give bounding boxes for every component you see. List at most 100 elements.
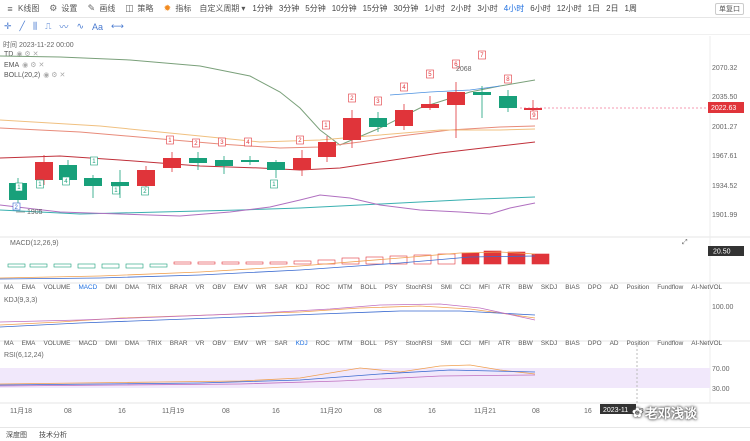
indicator-tab-volume[interactable]: VOLUME	[43, 340, 71, 347]
indicator-tab-mfi[interactable]: MFI	[478, 284, 490, 291]
toolbar-item-settings[interactable]: ⚙ 设置	[43, 0, 81, 17]
rect-icon[interactable]: ⎍	[45, 21, 52, 31]
indicator-tab-sar[interactable]: SAR	[274, 340, 288, 347]
timeframe-12[interactable]: 1日	[587, 4, 601, 13]
indicator-tab-position[interactable]: Position	[626, 284, 650, 291]
tab-technical[interactable]: 技术分析	[39, 431, 67, 439]
indicator-tab-obv[interactable]: OBV	[212, 340, 226, 347]
timeframe-5[interactable]: 30分钟	[393, 4, 419, 13]
indicator-tab-ma[interactable]: MA	[4, 340, 14, 347]
indicator-tab-volume[interactable]: VOLUME	[43, 284, 71, 291]
indicator-tab-ad[interactable]: AD	[609, 284, 619, 291]
indicator-tab-vr[interactable]: VR	[195, 340, 205, 347]
indicator-tab-macd[interactable]: MACD	[78, 340, 98, 347]
ray-icon[interactable]: ╱	[19, 21, 25, 31]
indicator-tab-bias[interactable]: BIAS	[565, 284, 580, 291]
indicator-tab-smi[interactable]: SMI	[440, 340, 452, 347]
timeframe-3[interactable]: 10分钟	[331, 4, 357, 13]
pane-expand-icon[interactable]: ⤢	[682, 239, 688, 246]
indicator-tab-trix[interactable]: TRIX	[147, 284, 162, 291]
indicator-tab-ema[interactable]: EMA	[21, 284, 36, 291]
eye-icon[interactable]: ◉ ⚙ ✕	[43, 72, 66, 79]
indicator-tab-psy[interactable]: PSY	[384, 340, 398, 347]
indicator-tab-ai-netvol[interactable]: AI-NetVOL	[691, 284, 723, 291]
indicator-tab-skdj[interactable]: SKDJ	[540, 284, 558, 291]
ruler-icon[interactable]: ⟷	[111, 21, 124, 31]
indicator-tab-atr[interactable]: ATR	[497, 340, 511, 347]
indicator-tab-mfi[interactable]: MFI	[478, 340, 490, 347]
custom-period-dropdown[interactable]: 自定义周期 ▾	[199, 4, 246, 13]
timeframe-6[interactable]: 1小时	[424, 4, 445, 13]
text-icon[interactable]: Aa	[91, 21, 103, 32]
toolbar-item-indicator[interactable]: ✹ 指标	[157, 0, 195, 17]
timeframe-9[interactable]: 4小时	[503, 4, 525, 13]
indicator-tab-dpo[interactable]: DPO	[587, 284, 602, 291]
indicator-tab-ad[interactable]: AD	[609, 340, 619, 347]
timeframe-4[interactable]: 15分钟	[362, 4, 388, 13]
indicator-tab-fundflow[interactable]: Fundflow	[657, 340, 684, 347]
timeframe-13[interactable]: 2日	[606, 4, 619, 13]
crosshair-icon[interactable]: ✛	[4, 21, 12, 31]
indicator-tab-stochrsi[interactable]: StochRSI	[405, 340, 433, 347]
indicator-tab-trix[interactable]: TRIX	[147, 340, 162, 347]
indicator-tab-boll[interactable]: BOLL	[360, 284, 377, 291]
timeframe-11[interactable]: 12小时	[556, 4, 582, 13]
indicator-tab-wr[interactable]: WR	[255, 284, 267, 291]
indicator-tab-bbw[interactable]: BBW	[518, 284, 533, 291]
indicator-tab-ema[interactable]: EMA	[21, 340, 36, 347]
wave-icon[interactable]: ∿	[76, 21, 84, 31]
indicator-tab-boll[interactable]: BOLL	[360, 340, 377, 347]
indicator-tab-emv[interactable]: EMV	[233, 284, 248, 291]
indicator-tab-dma[interactable]: DMA	[125, 284, 140, 291]
indicator-tab-ai-netvol[interactable]: AI-NetVOL	[691, 340, 723, 347]
indicator-tab-smi[interactable]: SMI	[440, 284, 452, 291]
indicator-tab-roc[interactable]: ROC	[315, 284, 330, 291]
timeframe-14[interactable]: 1周	[624, 4, 637, 13]
timeframe-1[interactable]: 3分钟	[278, 4, 300, 13]
tab-depth[interactable]: 深度图	[6, 431, 27, 439]
indicator-tab-bias[interactable]: BIAS	[565, 340, 580, 347]
indicator-tab-vr[interactable]: VR	[195, 284, 205, 291]
timeframe-7[interactable]: 2小时	[450, 4, 472, 13]
indicator-tab-mtm[interactable]: MTM	[337, 284, 353, 291]
indicator-tab-bbw[interactable]: BBW	[518, 340, 533, 347]
td-count-label: 2	[194, 141, 198, 147]
indicator-tab-wr[interactable]: WR	[255, 340, 267, 347]
indicator-tab-macd[interactable]: MACD	[78, 284, 98, 291]
indicator-tab-mtm[interactable]: MTM	[337, 340, 353, 347]
toolbar-item-draw[interactable]: ✎ 画线	[81, 0, 119, 17]
indicator-tab-kdj[interactable]: KDJ	[295, 340, 308, 347]
indicator-tab-obv[interactable]: OBV	[212, 284, 226, 291]
indicator-tab-dpo[interactable]: DPO	[587, 340, 602, 347]
indicator-tab-stochrsi[interactable]: StochRSI	[405, 284, 433, 291]
indicator-tab-dma[interactable]: DMA	[125, 340, 140, 347]
timeframe-8[interactable]: 3小时	[477, 4, 498, 13]
indicator-tab-ma[interactable]: MA	[4, 284, 14, 291]
timeframe-2[interactable]: 5分钟	[305, 4, 326, 13]
indicator-tab-dmi[interactable]: DMI	[105, 284, 117, 291]
indicator-tab-brar[interactable]: BRAR	[169, 284, 188, 291]
fib-icon[interactable]: 〰	[59, 22, 69, 32]
adjust-button[interactable]: 单复口	[715, 2, 744, 15]
indicator-tab-kdj[interactable]: KDJ	[295, 284, 308, 291]
timeframe-0[interactable]: 1分钟	[252, 4, 273, 13]
eye-icon[interactable]: ◉ ⚙ ✕	[22, 62, 45, 69]
indicator-tab-emv[interactable]: EMV	[233, 340, 248, 347]
toolbar-item-strategy[interactable]: ◫ 策略	[119, 0, 157, 17]
channel-icon[interactable]: ⫼	[32, 21, 38, 31]
indicator-tab-cci[interactable]: CCI	[459, 284, 471, 291]
indicator-tab-brar[interactable]: BRAR	[169, 340, 188, 347]
indicator-tab-atr[interactable]: ATR	[497, 284, 511, 291]
indicator-tab-sar[interactable]: SAR	[274, 284, 288, 291]
indicator-tab-dmi[interactable]: DMI	[105, 340, 117, 347]
indicator-tab-fundflow[interactable]: Fundflow	[657, 284, 684, 291]
indicator-tab-skdj[interactable]: SKDJ	[540, 340, 558, 347]
indicator-tab-roc[interactable]: ROC	[315, 340, 330, 347]
timeframe-10[interactable]: 6小时	[530, 4, 551, 13]
indicator-tab-position[interactable]: Position	[626, 340, 650, 347]
indicator-tab-cci[interactable]: CCI	[459, 340, 471, 347]
eye-icon[interactable]: ◉ ⚙ ✕	[16, 51, 39, 58]
indicator-tab-psy[interactable]: PSY	[384, 284, 398, 291]
toolbar-item-kline[interactable]: ≡ K线图	[0, 0, 43, 17]
